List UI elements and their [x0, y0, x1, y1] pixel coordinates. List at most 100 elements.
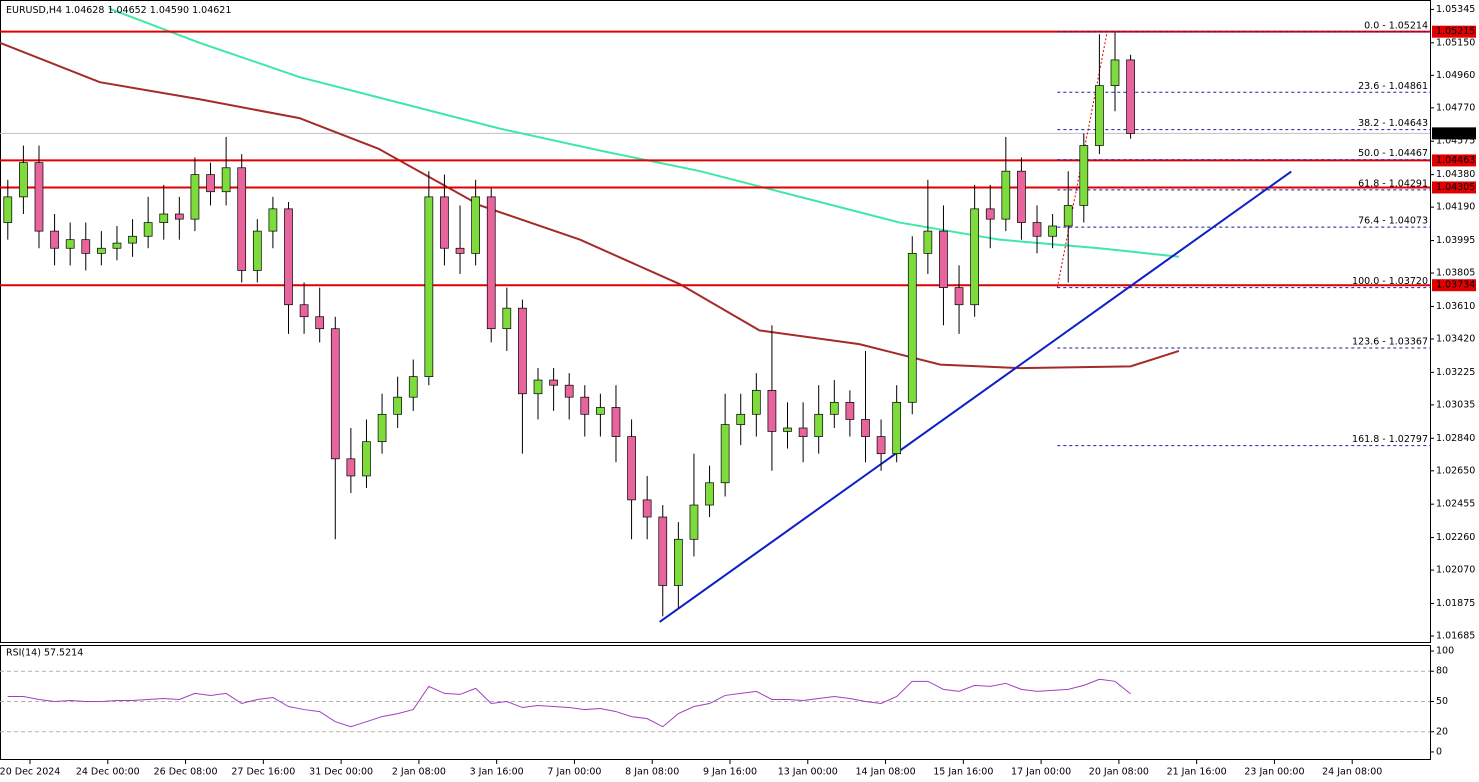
fib-label: 100.0 - 1.03720 — [1352, 276, 1428, 287]
main-plot — [0, 7, 1430, 623]
last-price-label: 1.04621 — [1436, 128, 1475, 139]
candle-body — [81, 239, 91, 254]
y-tick-label: 1.01685 — [1436, 631, 1475, 642]
candle-body — [1126, 59, 1135, 134]
x-tick-label: 9 Jan 16:00 — [703, 767, 757, 778]
candle-body — [1048, 225, 1057, 237]
rsi-tick-label: 0 — [1436, 746, 1442, 757]
level-price-box — [1432, 279, 1476, 292]
candle-body — [923, 230, 933, 254]
last-price-box — [1432, 127, 1476, 140]
candle-body — [284, 208, 293, 306]
level-price-box — [1432, 25, 1476, 38]
x-tick-label: 26 Dec 08:00 — [154, 767, 218, 778]
candle-body — [174, 213, 184, 220]
level-price-label: 1.04463 — [1436, 155, 1475, 166]
y-tick-label: 1.04575 — [1436, 136, 1475, 147]
x-tick-label: 17 Jan 00:00 — [1011, 767, 1071, 778]
candle-body — [1032, 222, 1042, 237]
y-tick-label: 1.02840 — [1436, 433, 1475, 444]
candle-body — [751, 389, 761, 415]
candle-body — [814, 413, 824, 437]
candle-body — [767, 389, 777, 432]
x-tick-label: 31 Dec 00:00 — [309, 767, 373, 778]
candle-body — [330, 328, 340, 460]
candle-body — [19, 162, 28, 198]
x-tick-label: 24 Jan 08:00 — [1322, 767, 1382, 778]
y-tick-label: 1.04190 — [1436, 202, 1475, 213]
candle-body — [299, 304, 309, 318]
fib-label: 38.2 - 1.04643 — [1358, 118, 1428, 129]
candle-body — [315, 316, 325, 330]
level-price-box — [1432, 181, 1476, 194]
candle-body — [892, 401, 902, 455]
candle-body — [549, 379, 558, 386]
candle-body — [627, 436, 636, 501]
candle-body — [112, 242, 122, 249]
y-tick-label: 1.03225 — [1436, 367, 1475, 378]
rsi-line — [7, 678, 1131, 728]
y-tick-label: 1.03420 — [1436, 333, 1475, 344]
x-tick-label: 27 Dec 16:00 — [231, 767, 295, 778]
y-tick-label: 1.03805 — [1436, 268, 1475, 279]
candle-body — [783, 427, 792, 432]
symbol: EURUSD,H4 — [6, 5, 62, 16]
candle-body — [128, 235, 137, 244]
candle-body — [580, 396, 590, 415]
candle-body — [954, 287, 964, 306]
candle-body — [596, 407, 605, 415]
x-tick-label: 2 Jan 08:00 — [392, 767, 446, 778]
rsi-frame — [0, 645, 1431, 760]
x-tick-label: 7 Jan 00:00 — [547, 767, 601, 778]
candle-body — [377, 413, 387, 443]
candle-body — [206, 174, 215, 193]
candle-body — [642, 499, 652, 518]
candle-body — [861, 419, 870, 437]
candle-body — [34, 162, 44, 232]
candle-body — [50, 230, 59, 249]
y-tick-label: 1.02455 — [1436, 499, 1475, 510]
candle-body — [440, 196, 449, 249]
fib-label: 0.0 - 1.05214 — [1364, 20, 1428, 31]
y-tick-label: 1.01875 — [1436, 598, 1475, 609]
candle-body — [1095, 85, 1104, 146]
fib-diagonal — [1056, 31, 1108, 288]
rsi-tick-label: 20 — [1436, 726, 1448, 737]
x-tick-label: 24 Dec 00:00 — [76, 767, 140, 778]
candle-body — [876, 436, 886, 455]
level-price-label: 1.05215 — [1436, 26, 1475, 37]
candle-body — [611, 407, 621, 437]
candle-body — [221, 167, 231, 193]
chart-header: EURUSD,H4 1.04628 1.04652 1.04590 1.0462… — [6, 5, 231, 16]
level-price-box — [1432, 154, 1476, 167]
x-tick-label: 13 Jan 00:00 — [778, 767, 838, 778]
y-tick-label: 1.04960 — [1436, 70, 1475, 81]
trendline — [659, 170, 1292, 623]
candle-body — [65, 239, 75, 249]
overlay: 1.05345 1.05150 1.04960 1.04770 1.04575 1.043… — [0, 4, 1476, 778]
candle-body — [3, 196, 13, 223]
candle-body — [658, 516, 668, 586]
candle-body — [268, 208, 278, 232]
level-price-label: 1.04305 — [1436, 182, 1475, 193]
candle-body — [736, 413, 746, 425]
candle-body — [237, 167, 247, 271]
candle-body — [829, 401, 839, 415]
price: 1.04652 — [107, 5, 146, 16]
rsi-tick-label: 100 — [1436, 646, 1454, 657]
candle-body — [502, 307, 512, 330]
y-tick-label: 1.03035 — [1436, 399, 1475, 410]
candle-body — [845, 401, 855, 420]
y-tick-label: 1.02260 — [1436, 532, 1475, 543]
fib-label: 161.8 - 1.02797 — [1352, 434, 1428, 445]
y-tick-label: 1.04380 — [1436, 169, 1475, 180]
candle-body — [1063, 205, 1073, 227]
fib-label: 123.6 - 1.03367 — [1352, 337, 1428, 348]
candle-body — [252, 230, 262, 271]
candle-body — [455, 247, 465, 254]
rsi-title: RSI(14) 57.5214 — [6, 648, 83, 659]
moving-average — [0, 41, 1180, 370]
x-tick-label: 14 Jan 08:00 — [855, 767, 915, 778]
